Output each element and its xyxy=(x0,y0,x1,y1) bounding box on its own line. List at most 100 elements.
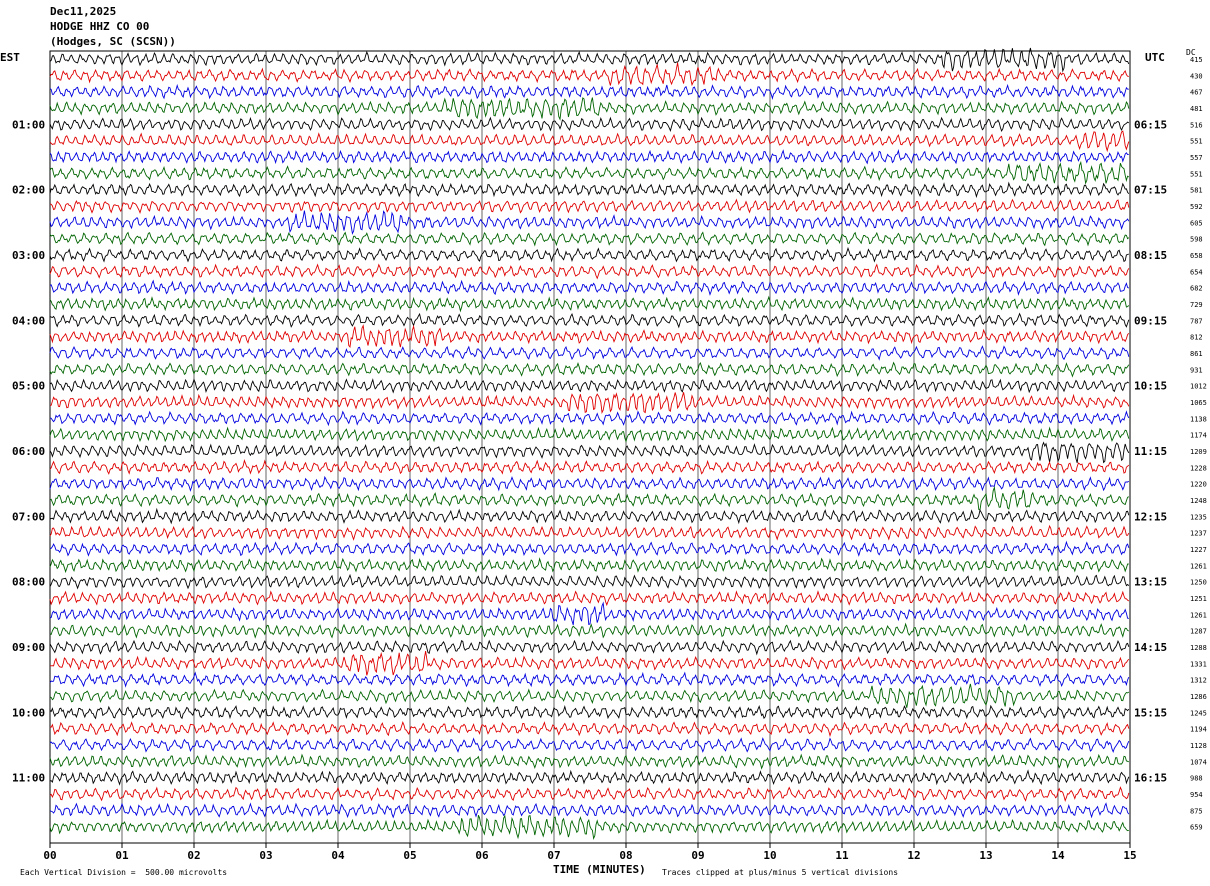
dc-offset-label: 1209 xyxy=(1190,448,1207,456)
dc-offset-label: 787 xyxy=(1190,317,1203,325)
right-hour-label: 09:15 xyxy=(1134,314,1167,327)
dc-offset-label: 551 xyxy=(1190,138,1203,146)
x-tick-label: 04 xyxy=(331,849,345,862)
dc-offset-label: 605 xyxy=(1190,219,1203,227)
seismogram-trace xyxy=(49,210,1130,235)
seismogram-trace xyxy=(49,246,1129,263)
dc-offset-label: 592 xyxy=(1190,203,1203,211)
right-hour-label: 06:15 xyxy=(1134,118,1167,131)
x-tick-label: 14 xyxy=(1051,849,1065,862)
dc-offset-label: 598 xyxy=(1190,236,1203,244)
x-tick-label: 00 xyxy=(43,849,56,862)
left-hour-label: 01:00 xyxy=(12,118,45,131)
dc-offset-label: 1174 xyxy=(1190,432,1207,440)
dc-offset-label: 557 xyxy=(1190,154,1203,162)
seismogram-trace xyxy=(49,378,1130,394)
seismogram-trace xyxy=(49,47,1130,73)
dc-header-label: DC xyxy=(1186,48,1196,57)
dc-offset-label: 1331 xyxy=(1190,660,1207,668)
left-hour-label: 03:00 xyxy=(12,249,45,262)
dc-offset-label: 682 xyxy=(1190,285,1203,293)
dc-offset-label: 581 xyxy=(1190,187,1203,195)
seismogram-trace xyxy=(49,622,1129,639)
x-tick-label: 10 xyxy=(763,849,776,862)
seismogram-trace xyxy=(49,485,1130,511)
x-tick-label: 07 xyxy=(547,849,560,862)
seismogram-trace xyxy=(49,557,1129,574)
seismogram-trace xyxy=(49,160,1130,185)
left-hour-label: 11:00 xyxy=(12,772,45,785)
left-timezone-label: EST xyxy=(0,51,20,64)
seismogram-trace xyxy=(49,524,1130,541)
right-hour-label: 10:15 xyxy=(1134,380,1167,393)
dc-offset-label: 1250 xyxy=(1190,579,1207,587)
seismogram-trace xyxy=(49,345,1130,361)
right-hour-label: 08:15 xyxy=(1134,249,1167,262)
dc-offset-label: 1245 xyxy=(1190,709,1207,717)
seismogram-trace xyxy=(49,737,1130,754)
seismogram-trace xyxy=(49,458,1130,475)
dc-offset-label: 861 xyxy=(1190,350,1203,358)
seismogram-trace xyxy=(49,116,1130,133)
seismogram-trace xyxy=(49,769,1130,786)
right-hour-label: 16:15 xyxy=(1134,772,1167,785)
x-tick-label: 06 xyxy=(475,849,489,862)
dc-offset-label: 481 xyxy=(1190,105,1203,113)
dc-offset-label: 467 xyxy=(1190,89,1203,97)
seismogram-trace xyxy=(49,231,1130,247)
seismogram-trace xyxy=(49,361,1130,378)
dc-offset-label: 1312 xyxy=(1190,677,1207,685)
dc-offset-label: 875 xyxy=(1190,807,1203,815)
left-hour-label: 06:00 xyxy=(12,445,45,458)
x-tick-label: 02 xyxy=(187,849,200,862)
seismogram-trace xyxy=(49,683,1130,708)
right-hour-label: 13:15 xyxy=(1134,576,1167,589)
seismogram-trace xyxy=(49,704,1130,720)
x-tick-label: 15 xyxy=(1123,849,1136,862)
dc-offset-label: 1288 xyxy=(1190,644,1207,652)
seismogram-trace xyxy=(49,720,1130,738)
x-tick-label: 09 xyxy=(691,849,704,862)
right-timezone-label: UTC xyxy=(1145,51,1165,64)
seismogram-trace xyxy=(49,802,1130,819)
seismogram-trace xyxy=(49,198,1130,214)
seismogram-trace xyxy=(49,786,1130,803)
left-hour-label: 02:00 xyxy=(12,184,45,197)
dc-offset-label: 1251 xyxy=(1190,595,1207,603)
dc-offset-label: 1220 xyxy=(1190,481,1207,489)
seismogram-trace xyxy=(49,410,1130,427)
seismogram-trace xyxy=(49,392,1130,414)
seismogram-trace xyxy=(49,130,1130,153)
clip-note: Traces clipped at plus/minus 5 vertical … xyxy=(662,868,899,877)
seismogram-trace xyxy=(49,324,1130,348)
dc-offset-label: 1065 xyxy=(1190,399,1207,407)
dc-offset-label: 988 xyxy=(1190,775,1203,783)
dc-offset-label: 1138 xyxy=(1190,415,1207,423)
seismogram-trace xyxy=(49,507,1130,525)
x-tick-label: 11 xyxy=(835,849,849,862)
right-hour-label: 11:15 xyxy=(1134,445,1167,458)
x-tick-label: 05 xyxy=(403,849,416,862)
left-hour-label: 05:00 xyxy=(12,380,45,393)
x-tick-label: 03 xyxy=(259,849,272,862)
seismogram-trace xyxy=(49,312,1130,329)
dc-offset-label: 1235 xyxy=(1190,513,1207,521)
seismogram-trace xyxy=(49,475,1130,492)
right-hour-label: 15:15 xyxy=(1134,706,1167,719)
dc-offset-label: 1128 xyxy=(1190,742,1207,750)
x-tick-label: 12 xyxy=(907,849,920,862)
dc-offset-label: 1012 xyxy=(1190,383,1207,391)
dc-offset-label: 1227 xyxy=(1190,546,1207,554)
seismogram-trace xyxy=(49,441,1130,464)
right-hour-label: 07:15 xyxy=(1134,184,1167,197)
dc-offset-label: 1261 xyxy=(1190,562,1207,570)
dc-offset-label: 729 xyxy=(1190,301,1203,309)
scale-note: Each Vertical Division = 500.00 microvol… xyxy=(20,868,228,877)
left-hour-label: 07:00 xyxy=(12,510,45,523)
left-hour-label: 04:00 xyxy=(12,314,45,327)
dc-offset-label: 1237 xyxy=(1190,530,1207,538)
x-axis-title: TIME (MINUTES) xyxy=(553,863,646,876)
dc-offset-label: 430 xyxy=(1190,72,1203,80)
seismogram-trace xyxy=(49,639,1130,656)
